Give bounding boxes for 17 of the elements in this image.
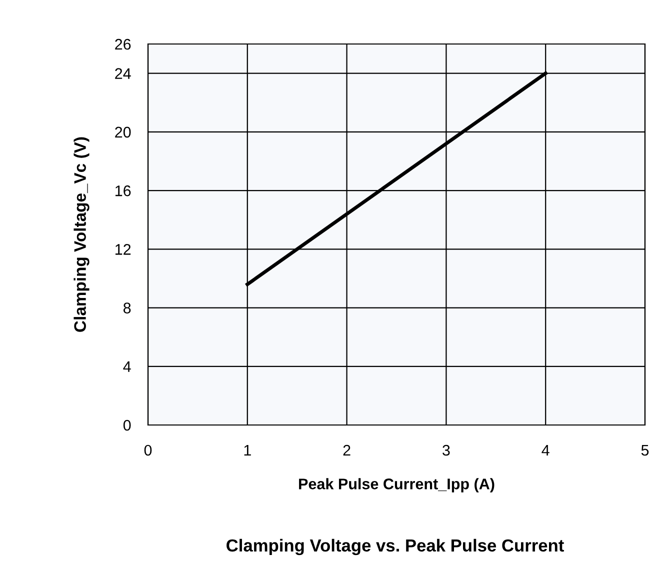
y-tick-label: 8 bbox=[124, 302, 131, 314]
x-tick-label: 2 bbox=[343, 444, 350, 456]
y-tick-label: 20 bbox=[115, 126, 131, 138]
x-tick-label: 1 bbox=[244, 445, 251, 456]
y-tick-label: 16 bbox=[116, 185, 131, 196]
x-tick-label: 5 bbox=[641, 445, 649, 456]
y-tick-label: 24 bbox=[115, 68, 131, 79]
y-tick-label: 4 bbox=[123, 361, 131, 372]
x-tick-label: 0 bbox=[144, 444, 152, 456]
y-tick-label: 26 bbox=[115, 38, 131, 50]
y-axis-title: Clamping Voltage_Vc (V) bbox=[74, 137, 90, 332]
y-tick-label: 12 bbox=[116, 244, 131, 255]
x-tick-label: 3 bbox=[442, 444, 450, 456]
text: Clamping Voltage vs. Peak Pulse Current bbox=[226, 538, 564, 556]
x-axis-title: Peak Pulse Current_Ipp (A) bbox=[299, 478, 494, 492]
y-tick-label: 0 bbox=[123, 420, 131, 431]
x-tick-label: 4 bbox=[542, 445, 550, 456]
